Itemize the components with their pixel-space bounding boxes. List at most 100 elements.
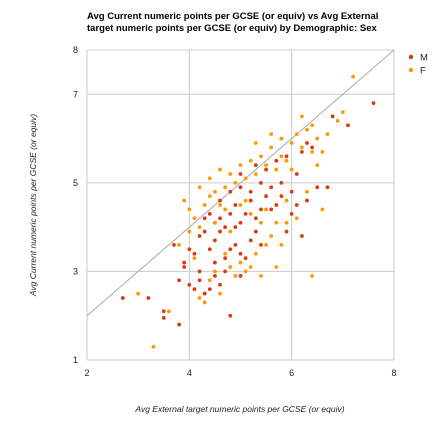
data-point <box>223 225 228 230</box>
data-point <box>305 127 309 132</box>
data-point <box>284 229 289 234</box>
data-point <box>248 265 253 269</box>
data-point <box>248 211 253 216</box>
data-point <box>233 203 238 207</box>
data-point <box>202 203 207 207</box>
data-point <box>289 141 294 145</box>
data-point <box>371 101 376 106</box>
data-point <box>264 167 268 172</box>
data-point <box>218 203 222 207</box>
data-point <box>274 220 279 225</box>
data-point <box>187 282 192 287</box>
data-point <box>213 238 217 243</box>
data-point <box>161 309 166 314</box>
data-point <box>182 265 187 269</box>
data-point <box>218 216 222 221</box>
data-point <box>305 141 309 145</box>
data-point <box>274 167 279 172</box>
x-tick-label: 2 <box>84 368 89 378</box>
x-tick-label: 6 <box>289 368 294 378</box>
data-point <box>202 229 207 234</box>
data-point <box>192 287 197 292</box>
data-point <box>213 220 217 225</box>
data-point <box>269 234 274 238</box>
data-point <box>300 234 304 238</box>
data-point <box>274 265 279 269</box>
legend-marker-F <box>408 67 414 73</box>
data-point <box>238 163 243 168</box>
data-point <box>294 132 299 137</box>
data-point <box>233 242 238 247</box>
data-point <box>151 344 156 349</box>
data-point <box>238 260 243 265</box>
data-point <box>269 132 274 137</box>
data-point <box>253 229 258 234</box>
data-point <box>161 316 166 320</box>
data-point <box>284 158 289 163</box>
data-point <box>259 154 263 159</box>
y-tick-label: 1 <box>73 355 78 365</box>
data-point <box>213 273 217 278</box>
data-point <box>269 207 274 212</box>
data-point <box>207 287 212 292</box>
data-point <box>279 180 284 185</box>
data-point <box>284 220 289 225</box>
data-point <box>218 167 222 172</box>
data-point <box>233 273 238 278</box>
data-point <box>248 189 253 194</box>
data-point <box>228 189 233 194</box>
data-point <box>177 278 182 283</box>
data-point <box>238 203 243 207</box>
data-point <box>259 242 263 247</box>
data-point <box>238 185 243 190</box>
data-points <box>120 74 376 349</box>
data-point <box>274 203 279 207</box>
series-M <box>120 101 376 327</box>
data-point <box>300 114 304 119</box>
data-point <box>346 123 350 128</box>
data-point <box>259 180 263 185</box>
data-point <box>172 242 176 247</box>
data-point <box>187 229 192 234</box>
data-point <box>197 296 202 300</box>
data-point <box>238 172 243 176</box>
data-point <box>207 176 212 181</box>
data-point <box>136 291 141 296</box>
data-point <box>146 296 151 300</box>
data-point <box>264 207 268 212</box>
legend-label-F: F <box>420 66 426 77</box>
data-point <box>192 251 197 256</box>
x-tick-label: 4 <box>187 368 192 378</box>
data-point <box>325 132 330 137</box>
data-point <box>238 251 243 256</box>
data-point <box>315 136 320 141</box>
data-point <box>351 74 355 79</box>
data-point <box>253 172 258 176</box>
data-point <box>310 273 315 278</box>
data-point <box>274 158 279 163</box>
data-point <box>228 172 233 176</box>
data-point <box>279 154 284 159</box>
data-point <box>289 189 294 194</box>
data-point <box>197 185 202 190</box>
data-point <box>228 265 233 269</box>
data-point <box>202 291 207 296</box>
data-point <box>218 282 222 287</box>
data-point <box>187 207 192 212</box>
data-point <box>294 172 299 176</box>
data-point <box>223 251 228 256</box>
data-point <box>207 247 212 252</box>
data-point <box>228 247 233 252</box>
data-point <box>243 269 248 274</box>
data-point <box>202 216 207 221</box>
data-point <box>305 189 309 194</box>
data-point <box>213 260 217 265</box>
data-point <box>294 216 299 221</box>
data-point <box>264 242 268 247</box>
data-point <box>320 207 325 212</box>
data-point <box>197 269 202 274</box>
data-point <box>253 141 258 145</box>
data-point <box>340 110 345 114</box>
x-axis-title: Avg External target numeric points per G… <box>134 404 344 414</box>
data-point <box>192 256 197 261</box>
